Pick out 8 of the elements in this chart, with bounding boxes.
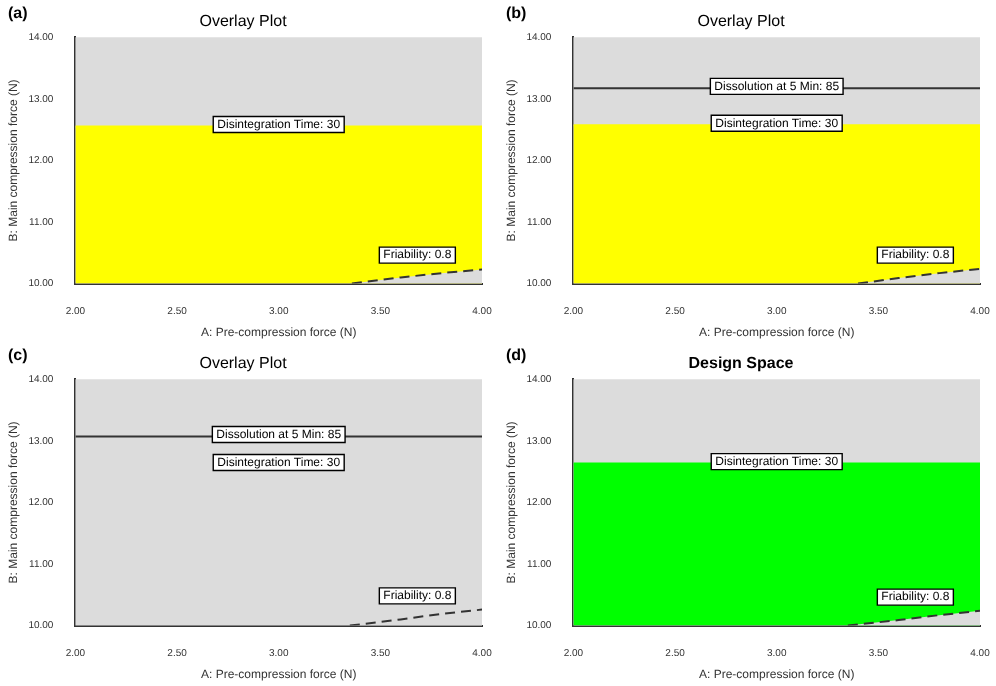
chart-title: Overlay Plot bbox=[199, 354, 289, 373]
chart-title: Overlay Plot bbox=[199, 12, 289, 31]
chart-title: Design Space bbox=[688, 354, 795, 373]
text: (b) bbox=[506, 4, 527, 22]
text: (c) bbox=[8, 346, 28, 364]
text: (a) bbox=[8, 4, 28, 22]
chart-title: Overlay Plot bbox=[697, 12, 787, 31]
text: (d) bbox=[506, 346, 527, 364]
